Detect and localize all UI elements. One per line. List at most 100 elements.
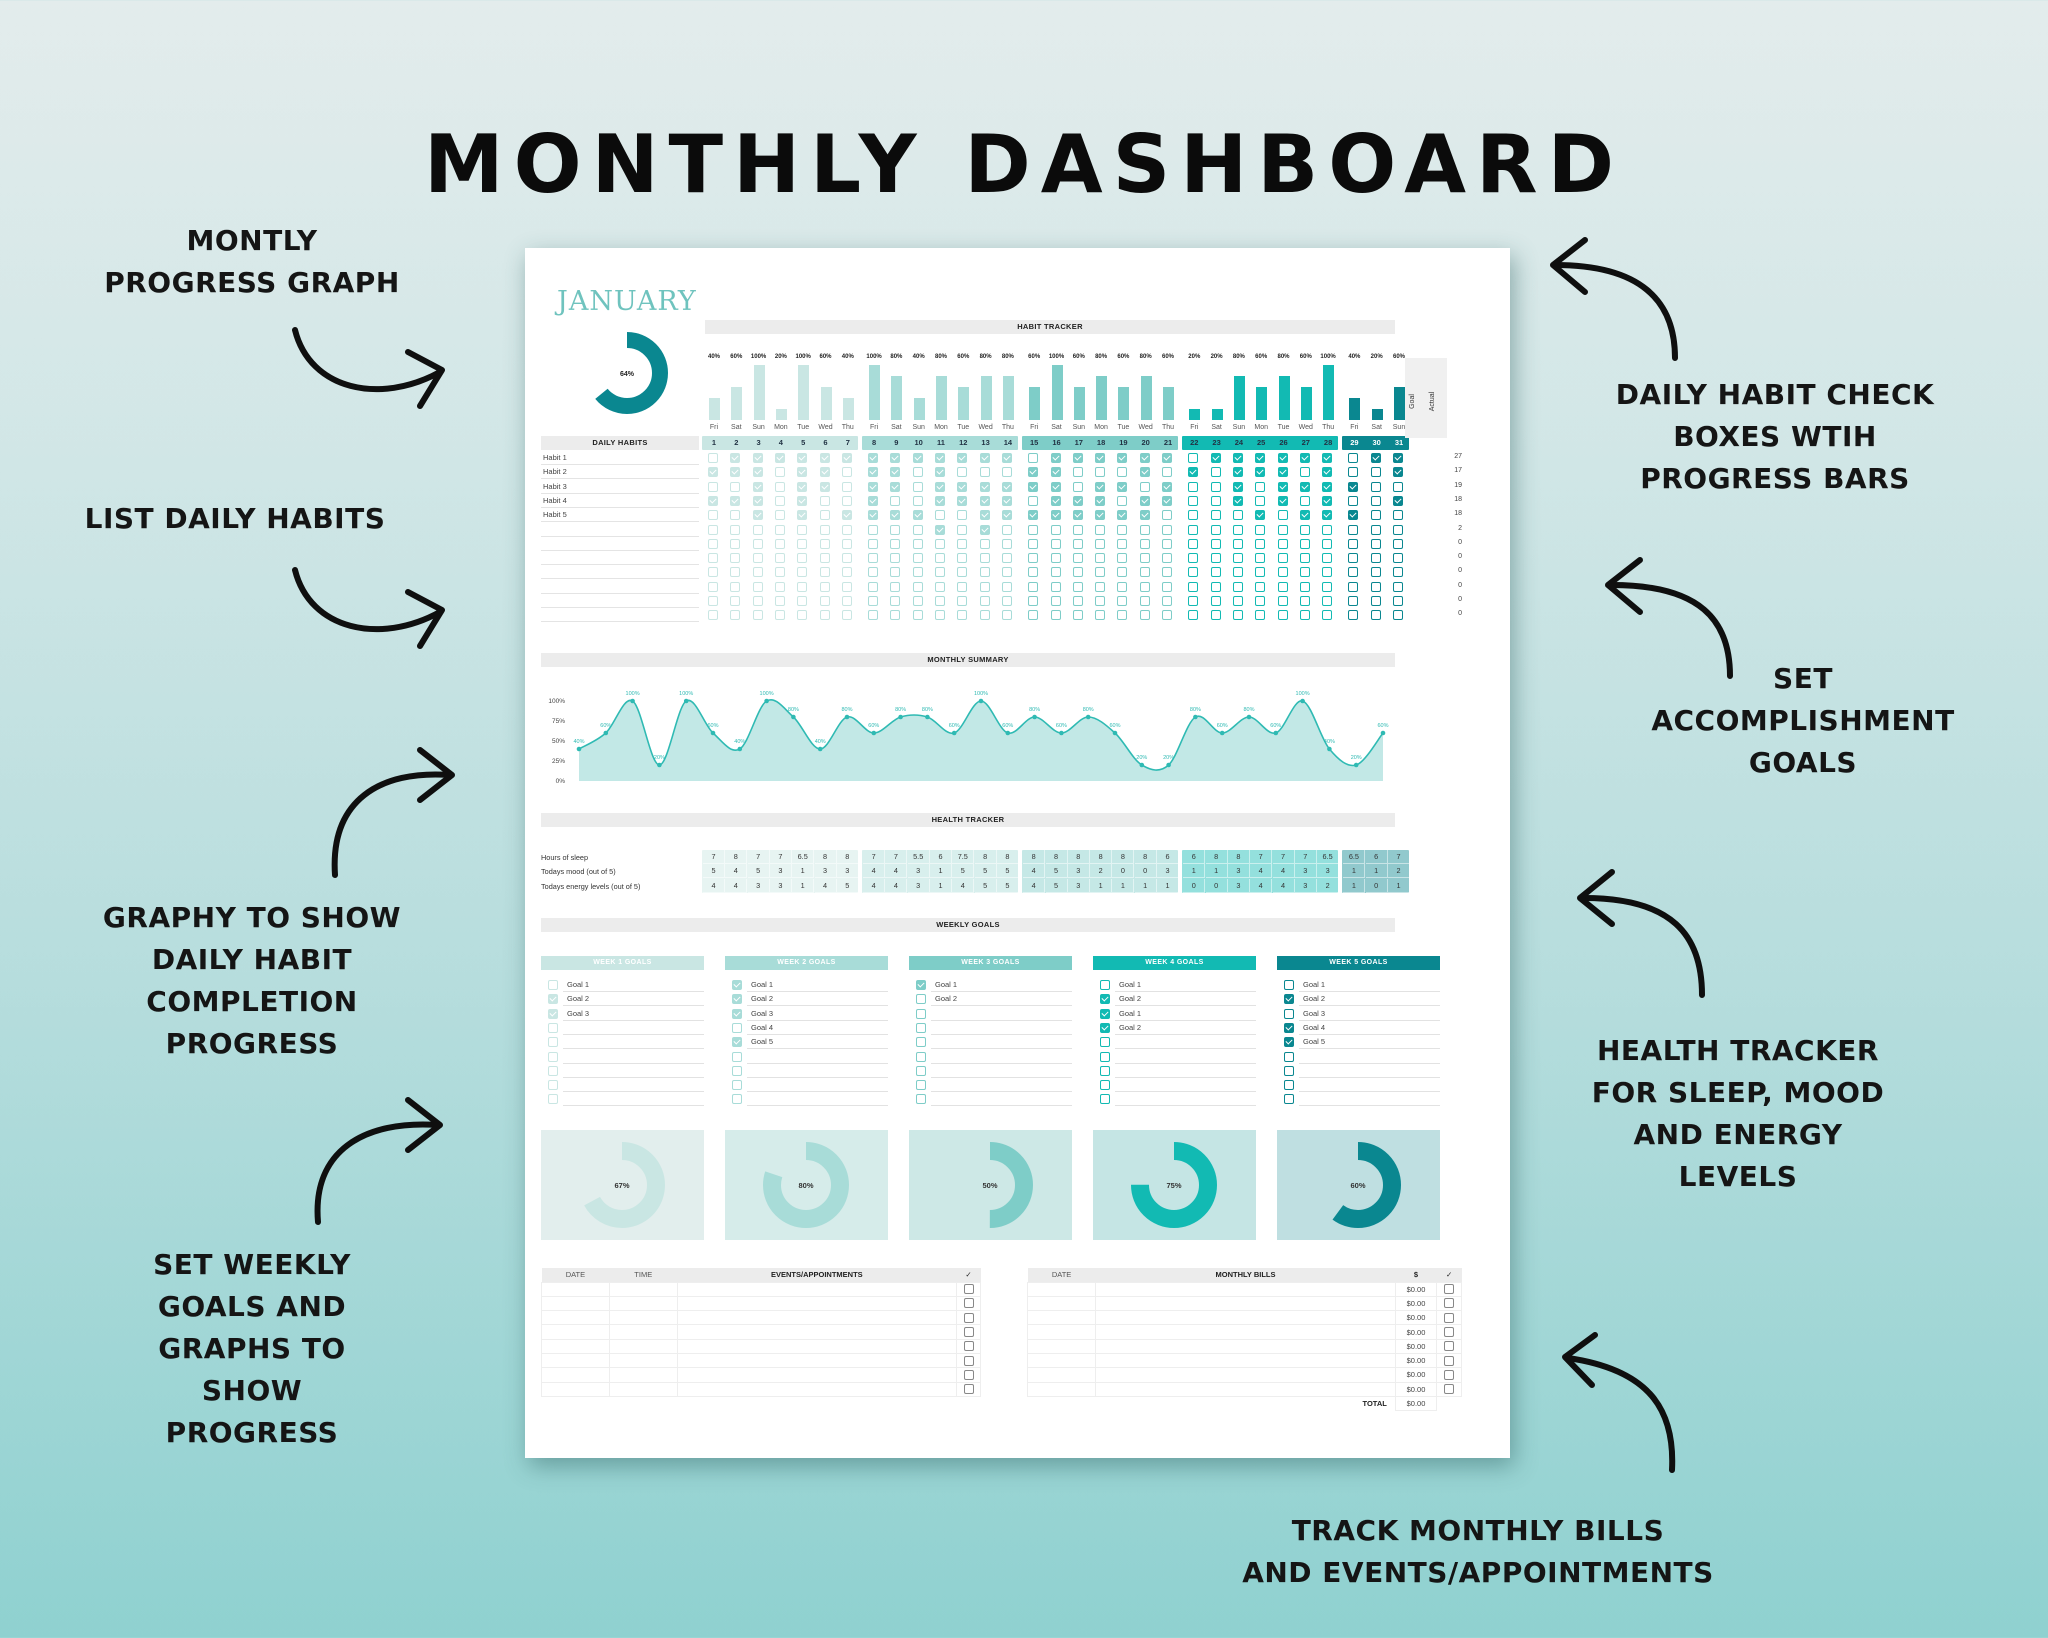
event-done-cell[interactable] <box>956 1367 981 1383</box>
goal-checkbox[interactable] <box>732 1022 742 1033</box>
bill-date-cell[interactable] <box>1026 1281 1097 1297</box>
event-cell[interactable] <box>608 1295 678 1312</box>
habit-checkbox[interactable] <box>797 538 808 549</box>
goal-checkbox[interactable] <box>732 1037 742 1048</box>
habit-checkbox[interactable] <box>1139 510 1150 521</box>
health-value-cell[interactable]: 5 <box>836 878 859 893</box>
habit-checkbox[interactable] <box>841 453 852 463</box>
habit-checkbox[interactable] <box>708 495 718 506</box>
habit-name-field[interactable] <box>541 565 699 580</box>
habit-checkbox[interactable] <box>979 510 990 521</box>
habit-checkbox[interactable] <box>1299 510 1310 521</box>
goal-checkbox[interactable] <box>548 1008 558 1019</box>
habit-checkbox[interactable] <box>1162 524 1172 535</box>
habit-checkbox[interactable] <box>1072 596 1083 606</box>
habit-checkbox[interactable] <box>1277 453 1288 463</box>
health-value-cell[interactable]: 4 <box>1023 864 1046 879</box>
habit-checkbox[interactable] <box>752 581 763 592</box>
habit-checkbox[interactable] <box>730 538 741 549</box>
goal-text-field[interactable] <box>747 1050 888 1064</box>
habit-checkbox[interactable] <box>890 538 901 549</box>
habit-checkbox[interactable] <box>957 567 968 578</box>
goal-checkbox[interactable] <box>1284 1094 1294 1105</box>
habit-checkbox[interactable] <box>1232 453 1243 463</box>
habit-checkbox[interactable] <box>1370 495 1381 506</box>
habit-name-field[interactable] <box>541 594 699 608</box>
habit-checkbox[interactable] <box>1188 495 1199 506</box>
goal-text-field[interactable]: Goal 4 <box>1299 1021 1440 1035</box>
habit-checkbox[interactable] <box>868 596 879 606</box>
habit-checkbox[interactable] <box>1001 495 1012 506</box>
habit-checkbox[interactable] <box>1393 495 1403 506</box>
habit-checkbox[interactable] <box>868 610 879 621</box>
goal-checkbox[interactable] <box>548 980 558 990</box>
health-value-cell[interactable]: 4 <box>885 864 908 879</box>
goal-checkbox[interactable] <box>916 1094 926 1105</box>
habit-checkbox[interactable] <box>1348 553 1359 564</box>
habit-checkbox[interactable] <box>841 581 852 592</box>
habit-checkbox[interactable] <box>912 610 923 621</box>
goal-checkbox[interactable] <box>732 1094 742 1105</box>
goal-checkbox[interactable] <box>1100 1065 1110 1076</box>
health-value-cell[interactable]: 5 <box>974 864 997 879</box>
habit-checkbox[interactable] <box>1232 553 1243 564</box>
habit-checkbox[interactable] <box>935 495 945 506</box>
event-cell[interactable] <box>676 1352 958 1369</box>
habit-checkbox[interactable] <box>979 553 990 564</box>
bill-paid-cell[interactable] <box>1436 1324 1462 1340</box>
habit-checkbox[interactable] <box>797 453 808 463</box>
health-value-cell[interactable]: 3 <box>1227 864 1250 879</box>
habit-checkbox[interactable] <box>1162 581 1172 592</box>
habit-checkbox[interactable] <box>957 581 968 592</box>
habit-checkbox[interactable] <box>935 481 945 492</box>
event-checkbox[interactable] <box>963 1369 974 1380</box>
habit-checkbox[interactable] <box>774 510 785 521</box>
habit-checkbox[interactable] <box>1001 467 1012 478</box>
habit-checkbox[interactable] <box>1028 467 1039 478</box>
habit-checkbox[interactable] <box>1370 553 1381 564</box>
habit-checkbox[interactable] <box>774 495 785 506</box>
health-value-cell[interactable]: 7 <box>1294 850 1317 864</box>
habit-checkbox[interactable] <box>819 553 830 564</box>
habit-checkbox[interactable] <box>1299 610 1310 621</box>
habit-checkbox[interactable] <box>774 538 785 549</box>
goal-text-field[interactable] <box>747 1064 888 1078</box>
habit-checkbox[interactable] <box>912 538 923 549</box>
health-value-cell[interactable]: 4 <box>703 878 725 893</box>
habit-checkbox[interactable] <box>1028 596 1039 606</box>
habit-name-field[interactable]: Habit 5 <box>541 508 699 523</box>
bill-checkbox[interactable] <box>1444 1369 1455 1380</box>
habit-checkbox[interactable] <box>1299 567 1310 578</box>
habit-checkbox[interactable] <box>1162 567 1172 578</box>
habit-checkbox[interactable] <box>1255 495 1266 506</box>
habit-checkbox[interactable] <box>1255 481 1266 492</box>
habit-checkbox[interactable] <box>1277 510 1288 521</box>
habit-checkbox[interactable] <box>868 538 879 549</box>
bill-name-cell[interactable] <box>1095 1310 1396 1326</box>
goal-checkbox[interactable] <box>1100 1080 1110 1091</box>
goal-checkbox[interactable] <box>1100 1037 1110 1048</box>
bill-paid-cell[interactable] <box>1436 1367 1462 1383</box>
event-done-cell[interactable] <box>956 1338 981 1354</box>
habit-checkbox[interactable] <box>1162 481 1172 492</box>
habit-checkbox[interactable] <box>841 481 852 492</box>
habit-checkbox[interactable] <box>1277 610 1288 621</box>
habit-checkbox[interactable] <box>1162 553 1172 564</box>
bill-name-cell[interactable] <box>1095 1381 1396 1397</box>
habit-checkbox[interactable] <box>1210 453 1221 463</box>
health-value-cell[interactable]: 3 <box>1067 864 1090 879</box>
habit-checkbox[interactable] <box>1322 553 1333 564</box>
habit-checkbox[interactable] <box>841 467 852 478</box>
event-cell[interactable] <box>608 1324 678 1340</box>
health-value-cell[interactable]: 5 <box>952 864 975 879</box>
health-value-cell[interactable]: 1 <box>1134 878 1157 893</box>
bill-amount-cell[interactable]: $0.00 <box>1394 1352 1438 1369</box>
habit-checkbox[interactable] <box>1210 481 1221 492</box>
habit-checkbox[interactable] <box>1162 495 1172 506</box>
habit-checkbox[interactable] <box>1028 510 1039 521</box>
habit-checkbox[interactable] <box>912 495 923 506</box>
health-value-cell[interactable]: 8 <box>1023 850 1046 864</box>
habit-checkbox[interactable] <box>708 524 718 535</box>
habit-checkbox[interactable] <box>1255 524 1266 535</box>
goal-text-field[interactable]: Goal 2 <box>1299 992 1440 1007</box>
